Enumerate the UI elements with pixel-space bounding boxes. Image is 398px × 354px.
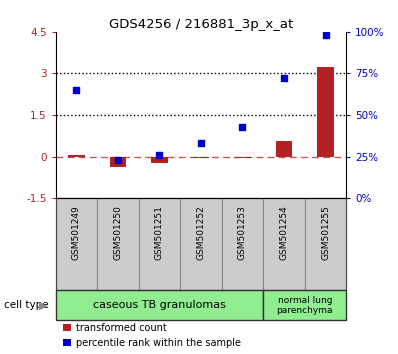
Text: GSM501253: GSM501253 <box>238 206 247 261</box>
Bar <box>193 156 209 158</box>
Text: cell type: cell type <box>4 300 49 310</box>
Point <box>115 157 121 163</box>
Point <box>73 87 80 93</box>
Bar <box>110 156 126 167</box>
Point <box>322 32 329 38</box>
Title: GDS4256 / 216881_3p_x_at: GDS4256 / 216881_3p_x_at <box>109 18 293 31</box>
Legend: transformed count, percentile rank within the sample: transformed count, percentile rank withi… <box>59 319 245 352</box>
Bar <box>97 198 139 290</box>
Bar <box>180 198 222 290</box>
Bar <box>263 198 305 290</box>
Text: GSM501252: GSM501252 <box>197 206 205 260</box>
Bar <box>276 141 292 156</box>
Bar <box>68 155 85 156</box>
Text: GSM501254: GSM501254 <box>279 206 289 260</box>
Text: GSM501251: GSM501251 <box>155 206 164 261</box>
Bar <box>317 67 334 156</box>
Bar <box>305 198 346 290</box>
Text: normal lung
parenchyma: normal lung parenchyma <box>277 296 333 315</box>
Bar <box>222 198 263 290</box>
Text: caseous TB granulomas: caseous TB granulomas <box>93 300 226 310</box>
Bar <box>139 198 180 290</box>
Bar <box>234 156 251 158</box>
Text: GSM501250: GSM501250 <box>113 206 123 261</box>
Point <box>239 124 246 130</box>
Bar <box>56 290 263 320</box>
Bar <box>56 198 97 290</box>
Point <box>281 76 287 81</box>
Text: GSM501249: GSM501249 <box>72 206 81 260</box>
Bar <box>263 290 346 320</box>
Point <box>156 152 163 158</box>
Text: GSM501255: GSM501255 <box>321 206 330 261</box>
Point <box>198 141 204 146</box>
Text: ▶: ▶ <box>39 300 47 310</box>
Bar <box>151 156 168 163</box>
